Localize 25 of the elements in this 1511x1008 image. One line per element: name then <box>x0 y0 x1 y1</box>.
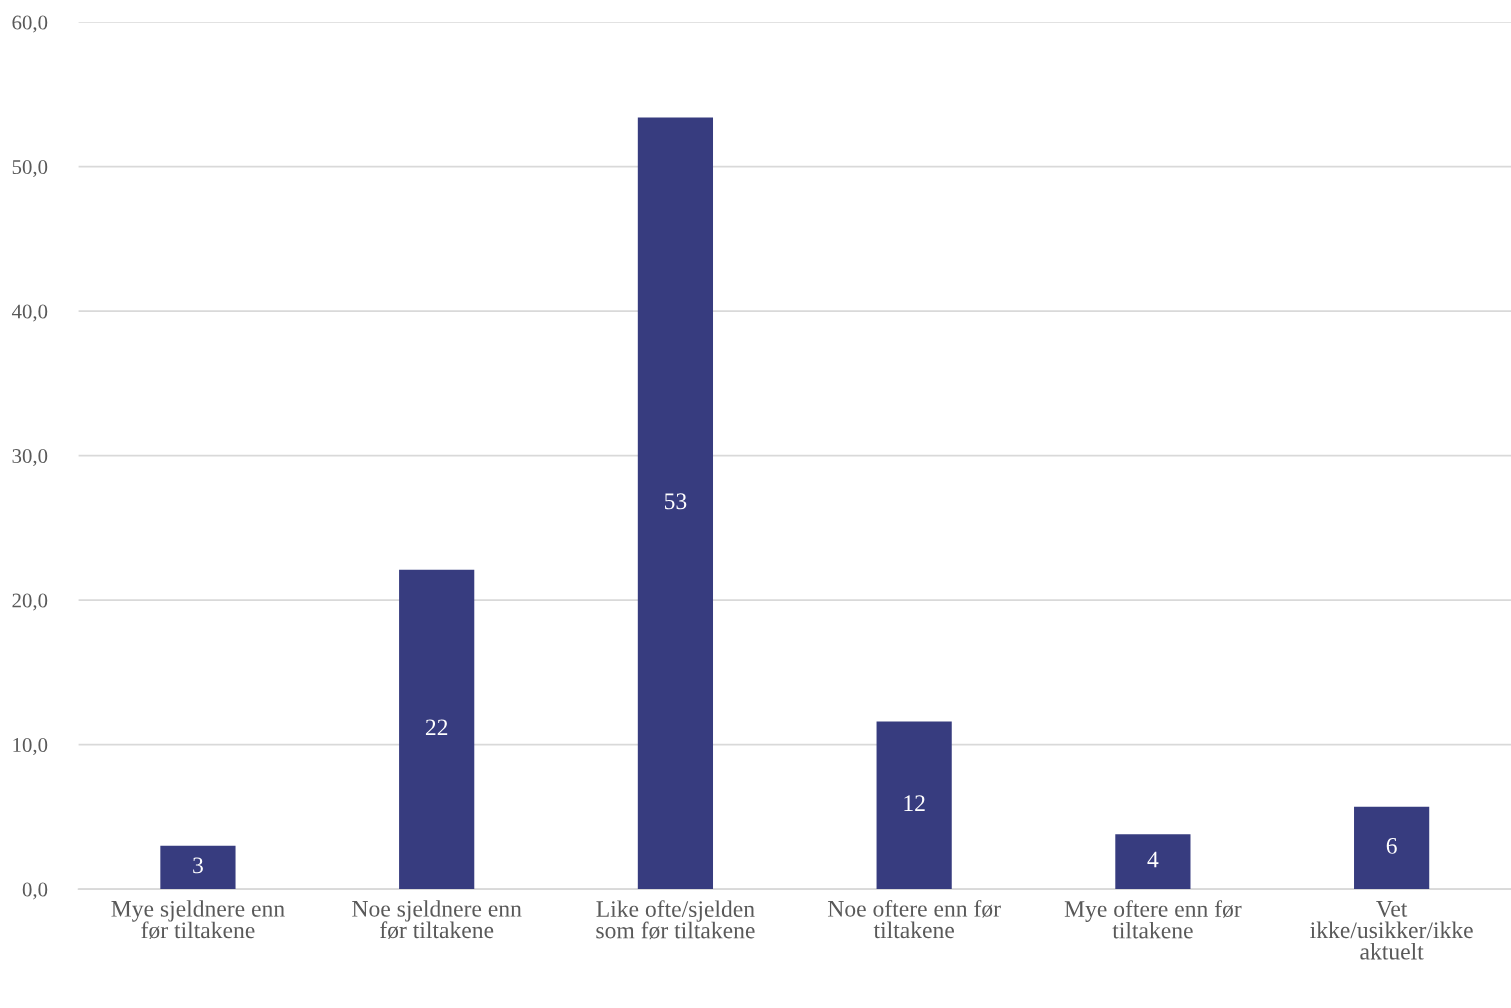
y-tick-label: 20,0 <box>12 593 48 611</box>
data-label: 22 <box>425 719 448 736</box>
x-tick-label: Noe oftere enn før tiltakene <box>827 899 1001 939</box>
y-tick-label: 30,0 <box>12 448 48 467</box>
x-tick-label: Like ofte/sjelden som før tiltakene <box>596 900 755 940</box>
data-label: 6 <box>1386 837 1397 854</box>
y-tick-label: 50,0 <box>12 160 48 178</box>
bar <box>1115 834 1191 890</box>
data-label: 53 <box>664 493 687 510</box>
bar <box>399 569 475 890</box>
bar <box>1354 806 1430 890</box>
bar <box>160 845 236 890</box>
x-tick-label: Mye oftere enn før tiltakene <box>1064 900 1242 939</box>
data-label: 3 <box>193 857 203 874</box>
data-label: 4 <box>1147 851 1159 868</box>
y-tick-label: 40,0 <box>11 304 48 322</box>
x-tick-label: Vet ikke/usikker/ikke aktuelt <box>1310 901 1473 960</box>
y-tick-label: 10,0 <box>13 737 48 756</box>
x-tick-label: Mye sjeldnere enn før tiltakene <box>111 900 285 939</box>
data-label: 12 <box>904 795 925 811</box>
y-tick-label: 0,0 <box>22 882 48 900</box>
x-tick-label: Noe sjeldnere enn før tiltakene <box>352 900 522 939</box>
bar <box>876 721 952 890</box>
bar <box>637 117 714 890</box>
y-tick-label: 60,0 <box>12 15 48 33</box>
